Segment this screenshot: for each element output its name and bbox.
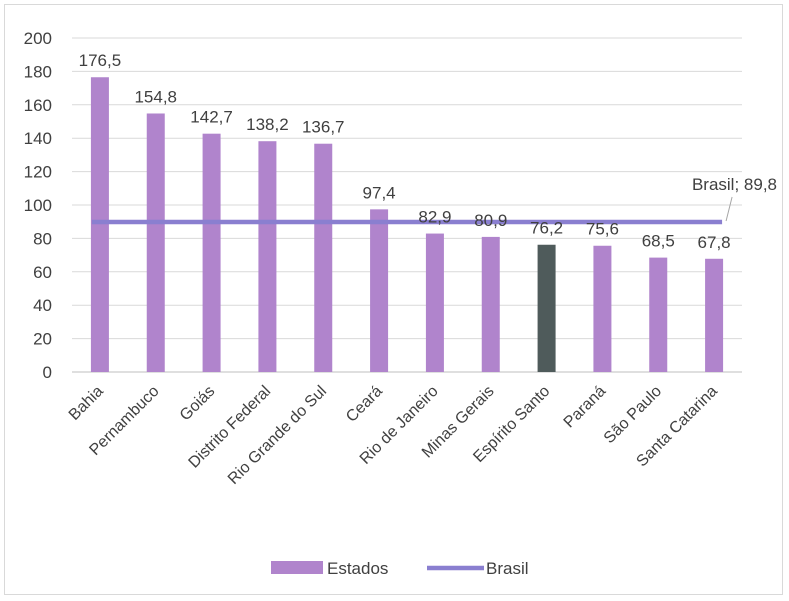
data-label: 138,2 [246, 115, 289, 134]
y-tick-label: 160 [24, 96, 52, 115]
y-tick-label: 20 [33, 330, 52, 349]
bar [705, 258, 724, 372]
data-label: 80,9 [474, 211, 507, 230]
bar [314, 143, 333, 372]
gridlines [72, 37, 742, 373]
bar [258, 141, 277, 372]
legend: Estados Brasil [271, 559, 529, 578]
data-label: 154,8 [134, 87, 177, 106]
bar [370, 209, 389, 372]
y-tick-label: 200 [24, 29, 52, 48]
bar [425, 233, 444, 372]
data-label: 75,6 [586, 220, 619, 239]
bar [202, 133, 221, 372]
data-label: 97,4 [363, 183, 396, 202]
data-label: 68,5 [642, 232, 675, 251]
bar [146, 113, 165, 372]
bar [593, 245, 612, 372]
data-labels: 176,5 154,8 142,7 138,2 136,7 97,4 82,9 80,9 76,… [79, 51, 777, 252]
y-tick-label: 100 [24, 196, 52, 215]
y-tick-label: 120 [24, 163, 52, 182]
brasil-annotation: Brasil; 89,8 [692, 175, 777, 194]
legend-swatch-estados [271, 561, 323, 574]
category-label: Ceará [343, 383, 386, 426]
y-tick-label: 140 [24, 129, 52, 148]
category-label: Bahia [66, 383, 107, 424]
category-label: Goiás [177, 383, 219, 425]
y-tick-label: 60 [33, 263, 52, 282]
data-label: 67,8 [698, 233, 731, 252]
data-label: 142,7 [190, 108, 233, 127]
legend-label-estados: Estados [327, 559, 388, 578]
brasil-line-layer [91, 196, 733, 225]
bar [481, 236, 500, 372]
y-tick-label: 80 [33, 229, 52, 248]
bar [537, 244, 556, 372]
data-label: 76,2 [530, 219, 563, 238]
category-label: Paraná [561, 383, 610, 432]
legend-label-brasil: Brasil [486, 559, 529, 578]
y-axis-ticks: 0 20 40 60 80 100 120 140 160 180 200 [24, 29, 52, 382]
bars [90, 77, 724, 373]
data-label: 176,5 [79, 51, 122, 70]
bar [649, 257, 668, 372]
y-tick-label: 40 [33, 296, 52, 315]
y-tick-label: 180 [24, 62, 52, 81]
bar [90, 77, 109, 373]
annotation-leader [725, 196, 733, 222]
data-label: 136,7 [302, 118, 345, 137]
y-tick-label: 0 [43, 363, 52, 382]
category-label: Rio Grande do Sul [225, 383, 330, 488]
data-label: 82,9 [418, 208, 451, 227]
